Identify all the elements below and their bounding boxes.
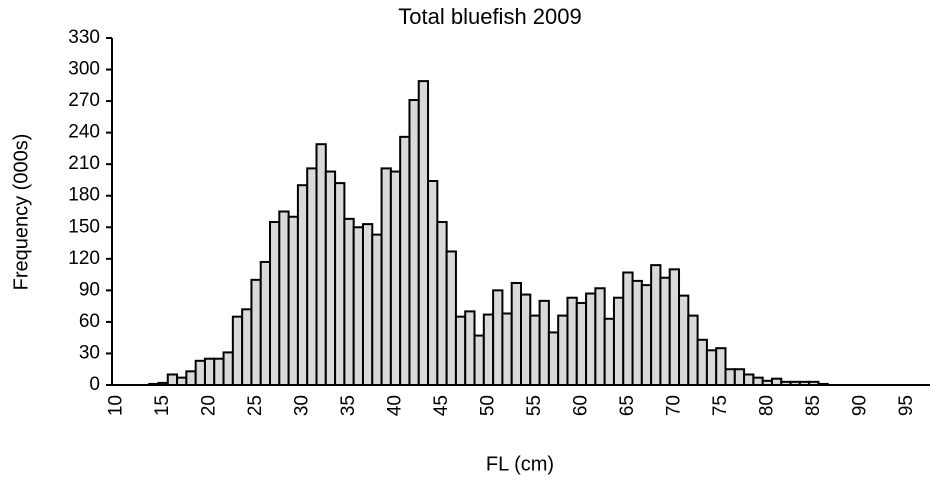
bar bbox=[743, 373, 755, 387]
bar bbox=[687, 314, 699, 387]
bar bbox=[603, 317, 615, 386]
chart-title: Total bluefish 2009 bbox=[398, 4, 581, 29]
bar bbox=[343, 217, 355, 386]
bar bbox=[176, 376, 188, 387]
y-axis-title: Frequency (000s) bbox=[10, 134, 32, 291]
bar bbox=[529, 314, 541, 387]
bar bbox=[241, 308, 253, 387]
y-tick-label: 180 bbox=[68, 185, 100, 206]
bar bbox=[622, 271, 634, 387]
bar bbox=[510, 282, 523, 386]
y-tick-label: 240 bbox=[68, 122, 100, 143]
y-tick-label: 300 bbox=[68, 59, 100, 80]
bar bbox=[445, 250, 457, 386]
bar bbox=[213, 357, 225, 387]
y-tick-label: 210 bbox=[68, 153, 100, 174]
bar bbox=[733, 368, 746, 386]
bar bbox=[547, 331, 560, 387]
x-tick-label: 30 bbox=[292, 395, 313, 416]
bar bbox=[715, 347, 727, 386]
x-tick-label: 75 bbox=[710, 395, 731, 416]
y-tick-label: 90 bbox=[79, 279, 100, 300]
x-tick-label: 50 bbox=[477, 395, 498, 416]
bar bbox=[259, 260, 272, 386]
y-tick-label: 60 bbox=[79, 311, 100, 332]
bar bbox=[705, 349, 718, 386]
x-tick-label: 45 bbox=[431, 395, 452, 416]
bar bbox=[678, 294, 690, 386]
x-tick-label: 95 bbox=[896, 395, 917, 416]
x-tick-label: 80 bbox=[756, 395, 777, 416]
bar bbox=[520, 293, 532, 387]
x-tick-label: 35 bbox=[338, 395, 359, 416]
bar bbox=[399, 135, 411, 386]
y-tick-label: 150 bbox=[68, 216, 100, 237]
bar bbox=[501, 312, 513, 387]
bar bbox=[194, 359, 206, 387]
bar bbox=[166, 373, 179, 387]
bar bbox=[296, 184, 309, 386]
bar bbox=[566, 296, 578, 386]
bar bbox=[473, 334, 485, 387]
x-tick-label: 70 bbox=[663, 395, 684, 416]
bar bbox=[492, 289, 504, 387]
bar bbox=[724, 368, 736, 386]
x-tick-label: 65 bbox=[617, 395, 638, 416]
bar bbox=[585, 292, 597, 387]
bar bbox=[278, 210, 290, 386]
bar bbox=[436, 221, 448, 386]
bar bbox=[231, 315, 244, 387]
y-tick-label: 330 bbox=[68, 27, 100, 48]
x-axis-title: FL (cm) bbox=[486, 453, 554, 475]
x-tick-label: 10 bbox=[106, 395, 127, 416]
bar bbox=[464, 310, 476, 387]
bar bbox=[640, 284, 653, 386]
bar bbox=[482, 313, 495, 387]
bar bbox=[752, 376, 764, 387]
bar bbox=[696, 338, 708, 387]
bar bbox=[650, 264, 662, 386]
bar bbox=[538, 299, 550, 386]
bar bbox=[324, 170, 337, 386]
bar bbox=[408, 99, 420, 386]
x-tick-label: 90 bbox=[849, 395, 870, 416]
bar bbox=[269, 221, 281, 386]
y-tick-label: 0 bbox=[89, 374, 100, 395]
bar bbox=[334, 182, 346, 386]
x-tick-label: 15 bbox=[152, 395, 173, 416]
bar bbox=[222, 351, 234, 386]
y-tick-label: 120 bbox=[68, 248, 100, 269]
bar bbox=[287, 215, 299, 386]
x-tick-label: 60 bbox=[570, 395, 591, 416]
x-tick-label: 85 bbox=[803, 395, 824, 416]
bar bbox=[361, 223, 374, 386]
bar bbox=[575, 301, 588, 386]
bar bbox=[371, 233, 383, 386]
bar bbox=[417, 80, 430, 386]
y-tick-label: 270 bbox=[68, 90, 100, 111]
bar bbox=[659, 276, 671, 386]
bar bbox=[454, 315, 467, 387]
bar bbox=[306, 167, 318, 386]
x-tick-label: 25 bbox=[245, 395, 266, 416]
y-tick-label: 30 bbox=[79, 342, 100, 363]
bar bbox=[427, 180, 439, 386]
bar bbox=[185, 370, 197, 386]
bar bbox=[203, 357, 216, 387]
x-tick-label: 40 bbox=[385, 395, 406, 416]
bar bbox=[612, 296, 625, 386]
bar bbox=[352, 226, 364, 386]
bar bbox=[315, 143, 327, 386]
bar bbox=[594, 287, 606, 387]
bar bbox=[250, 278, 262, 386]
bar bbox=[389, 170, 402, 386]
bar bbox=[557, 314, 569, 387]
bar bbox=[668, 268, 681, 387]
x-tick-label: 55 bbox=[524, 395, 545, 416]
x-tick-label: 20 bbox=[199, 395, 220, 416]
bar bbox=[631, 279, 643, 386]
bar bbox=[380, 167, 392, 386]
